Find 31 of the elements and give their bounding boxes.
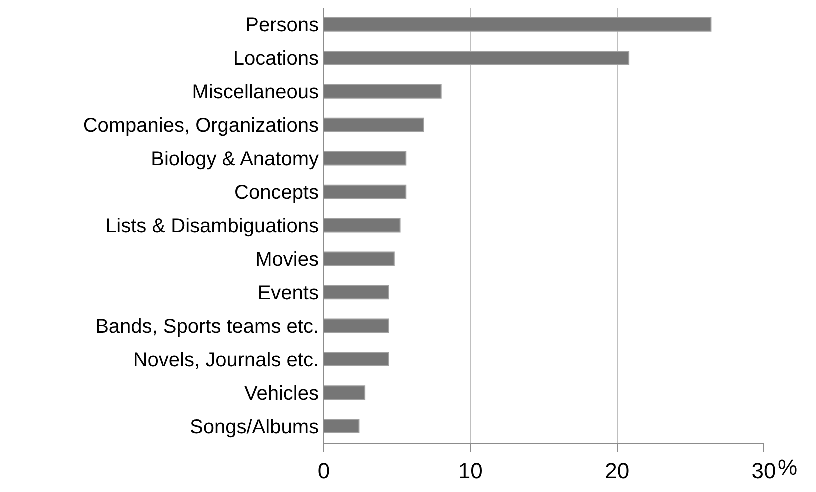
y-tick-label: Companies, Organizations — [83, 115, 319, 138]
y-tick-label: Persons — [246, 14, 319, 37]
bar — [324, 352, 390, 367]
y-tick-label: Bands, Sports teams etc. — [96, 316, 319, 338]
y-tick-label: Movies — [256, 248, 319, 271]
y-tick-label: Biology & Anatomy — [151, 148, 319, 171]
bar — [324, 18, 712, 32]
y-tick-label: Novels, Journals etc. — [133, 349, 319, 372]
bar — [324, 118, 424, 132]
x-tick-label: 10 — [458, 458, 483, 484]
y-tick-label: Concepts — [234, 182, 319, 204]
bar — [324, 285, 390, 300]
x-tick-label: 0 — [318, 458, 330, 484]
x-axis-title: % — [778, 455, 798, 480]
bar — [324, 318, 390, 334]
bar — [324, 151, 407, 166]
bar — [324, 252, 395, 266]
y-tick-label: Miscellaneous — [192, 82, 319, 104]
y-tick-label: Locations — [233, 48, 319, 70]
y-tick-label: Vehicles — [244, 382, 319, 405]
y-tick-label: Lists & Disambiguations — [106, 216, 319, 238]
x-tick-label: 20 — [605, 458, 630, 484]
y-tick-label: Events — [258, 282, 319, 304]
bar — [324, 218, 401, 233]
bar — [324, 386, 366, 400]
bar — [324, 419, 360, 434]
bar — [324, 51, 630, 66]
bar — [324, 184, 407, 200]
y-tick-label: Songs/Albums — [190, 416, 319, 438]
x-tick-label: 30 — [752, 458, 776, 484]
bar — [324, 84, 442, 99]
